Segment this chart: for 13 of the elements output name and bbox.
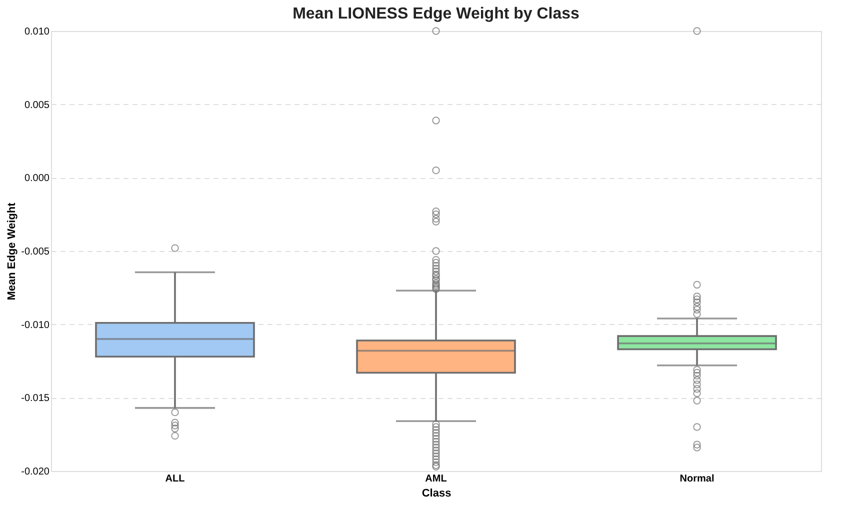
y-tick-label: -0.005: [21, 246, 50, 258]
x-axis-title: Class: [422, 488, 452, 500]
y-tick-label: -0.020: [21, 466, 50, 478]
y-axis-title: Mean Edge Weight: [6, 202, 18, 300]
x-tick-label: Normal: [680, 474, 714, 484]
chart-title: Mean LIONESS Edge Weight by Class: [292, 6, 580, 23]
y-tick-label: 0.010: [24, 26, 50, 38]
x-tick-label: AML: [425, 474, 447, 484]
y-tick-label: 0.000: [24, 173, 50, 184]
x-tick-label: ALL: [165, 474, 185, 484]
y-tick-label: -0.010: [21, 320, 50, 331]
y-tick-label: -0.015: [21, 393, 50, 404]
y-tick-label: 0.005: [24, 100, 50, 111]
